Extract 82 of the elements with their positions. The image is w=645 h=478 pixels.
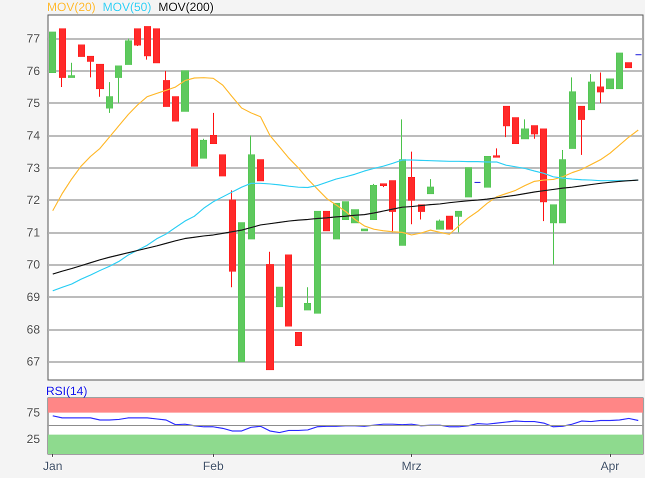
candlestick	[200, 138, 207, 159]
candlestick	[210, 112, 217, 144]
y-tick-label: 75	[26, 406, 40, 420]
candlestick	[219, 154, 226, 176]
y-tick-label: 73	[26, 160, 40, 175]
candlestick	[427, 178, 434, 194]
candlestick	[68, 62, 75, 78]
candlestick	[370, 183, 377, 220]
candlestick	[578, 106, 585, 156]
y-tick-label: 72	[26, 193, 40, 208]
candlestick	[96, 64, 104, 98]
x-tick-label: Feb	[202, 459, 224, 473]
candlestick	[408, 151, 415, 225]
candlestick	[559, 150, 566, 224]
candlestick	[503, 106, 510, 138]
candlestick	[172, 96, 179, 122]
y-tick-label: 77	[26, 32, 40, 46]
candlestick	[115, 66, 122, 104]
candlestick	[276, 286, 283, 308]
candlestick	[455, 210, 462, 233]
candlestick	[191, 128, 198, 167]
candlestick	[540, 128, 547, 222]
candlestick	[446, 216, 453, 230]
x-tick-label: Jan	[43, 459, 62, 473]
candlestick	[285, 254, 292, 327]
x-tick-label: Apr	[600, 459, 620, 473]
candlestick	[144, 26, 151, 60]
candlestick	[163, 70, 170, 107]
candlestick	[333, 202, 340, 240]
candlestick	[436, 218, 444, 230]
candlestick	[134, 28, 141, 47]
candlestick	[550, 204, 557, 266]
candlestick	[569, 76, 576, 149]
candlestick	[125, 38, 132, 65]
y-tick-label: 75	[26, 96, 40, 110]
candlestick	[87, 56, 94, 78]
line-series	[52, 415, 639, 434]
candlestick	[531, 125, 538, 140]
candlestick	[49, 32, 56, 73]
candlestick	[484, 156, 491, 188]
candlestick	[616, 52, 623, 90]
y-tick-label: 69	[26, 290, 40, 304]
candlestick	[59, 28, 66, 88]
y-tick-label: 74	[26, 128, 40, 142]
candlestick	[304, 286, 311, 310]
y-tick-label: 76	[26, 64, 40, 78]
candlestick	[606, 78, 614, 90]
y-tick-label: 68	[26, 322, 40, 336]
candlestick	[229, 190, 236, 288]
candlestick	[465, 167, 472, 198]
chart-title: RSI(14)	[46, 384, 88, 398]
candlestick	[625, 62, 632, 68]
candlestick	[238, 222, 245, 362]
candlestick	[323, 210, 330, 232]
y-tick-label: 70	[26, 258, 40, 272]
candlestick	[389, 180, 396, 233]
candlestick	[78, 44, 85, 57]
y-tick-label: 25	[26, 432, 40, 446]
line-series	[52, 179, 639, 275]
text: MOV(20)	[47, 0, 96, 14]
candlestick	[257, 159, 264, 182]
x-tick-label: Mrz	[402, 459, 422, 473]
candlestick	[295, 332, 302, 346]
y-tick-label: 67	[26, 354, 40, 369]
candlestick	[181, 70, 189, 112]
candlestick	[399, 118, 406, 246]
candlestick	[266, 251, 274, 370]
candlestick	[380, 183, 387, 188]
text: MOV(50)	[102, 0, 152, 14]
candlestick	[521, 118, 529, 140]
candlestick	[512, 117, 519, 144]
candlestick	[106, 82, 113, 114]
candlestick	[588, 74, 595, 110]
candlestick	[314, 210, 321, 314]
y-tick-label: 71	[26, 225, 40, 240]
candlestick	[597, 72, 604, 104]
candlestick	[248, 134, 255, 240]
line-series	[52, 77, 639, 236]
candlestick	[493, 148, 500, 158]
text: MOV(200)	[158, 0, 214, 14]
candlestick	[361, 228, 368, 232]
candlestick	[153, 28, 160, 64]
